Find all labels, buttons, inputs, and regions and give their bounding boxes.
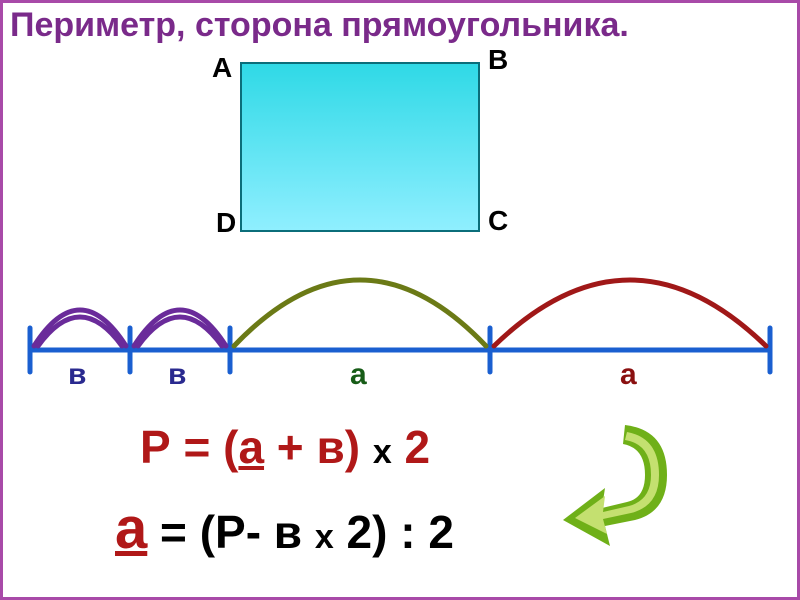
seg-label-a2: а [620, 358, 637, 392]
f1-a: а [238, 421, 264, 473]
formula-side-a: а = (Р- в х 2) : 2 [115, 495, 454, 562]
seg-label-v1: в [68, 358, 86, 392]
formula-perimeter: Р = (а + в) х 2 [140, 420, 430, 474]
f2-a: а [115, 496, 147, 561]
f1-x: х [373, 433, 392, 471]
curved-arrow-icon [555, 420, 675, 550]
f2-p1: = (Р- в [147, 506, 315, 558]
f1-p1: Р = ( [140, 421, 238, 473]
seg-label-a1: а [350, 358, 367, 392]
seg-label-v2: в [168, 358, 186, 392]
f2-p2: 2) : 2 [334, 506, 454, 558]
f1-p2: + в) [264, 421, 373, 473]
f2-x: х [315, 518, 334, 556]
f1-p3: 2 [392, 421, 430, 473]
